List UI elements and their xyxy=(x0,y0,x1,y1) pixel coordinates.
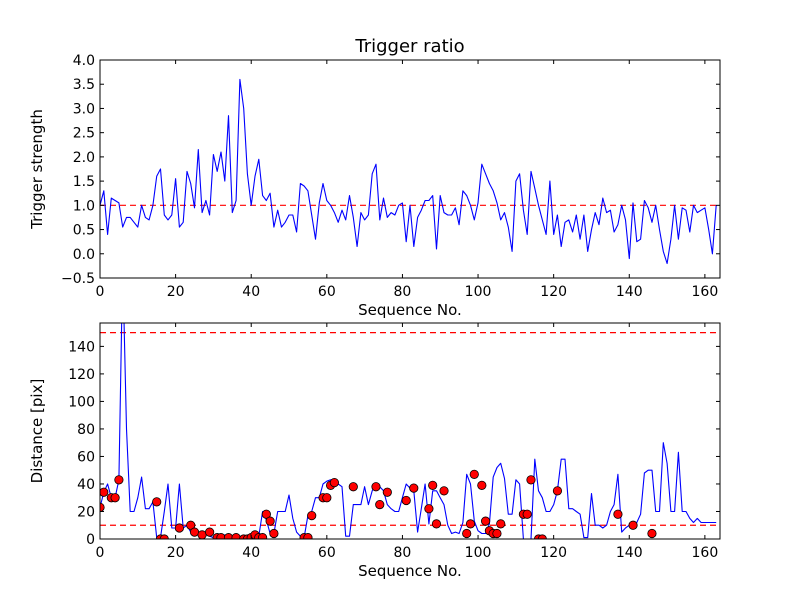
data-point-marker xyxy=(375,500,385,510)
data-point-marker xyxy=(189,527,200,537)
y-tick-label: 3.5 xyxy=(73,77,95,93)
data-point-marker xyxy=(265,516,275,526)
data-point-marker xyxy=(522,509,532,519)
data-point-marker xyxy=(462,528,472,539)
axes-frame xyxy=(99,59,721,279)
data-point-marker xyxy=(329,477,339,488)
plot-area xyxy=(100,323,720,539)
x-tick-label: 60 xyxy=(318,545,336,561)
data-point-marker xyxy=(492,528,502,539)
data-point-marker xyxy=(439,486,449,496)
y-tick-label: 4.0 xyxy=(73,53,95,69)
plot-area xyxy=(100,78,720,265)
y-tick-label: 40 xyxy=(77,477,95,493)
y-tick-label: 60 xyxy=(77,449,95,465)
data-point-marker xyxy=(257,533,268,539)
axes-frame xyxy=(99,322,721,540)
x-axis-label: Sequence No. xyxy=(358,301,462,319)
x-tick-label: 140 xyxy=(616,545,643,561)
x-axis-label: Sequence No. xyxy=(358,562,462,580)
y-tick-label: −0.5 xyxy=(61,271,95,287)
data-point-marker xyxy=(424,504,434,514)
x-tick-label: 100 xyxy=(465,545,492,561)
x-tick-label: 80 xyxy=(394,284,412,300)
y-tick-label: 2.0 xyxy=(73,150,95,166)
x-tick-label: 120 xyxy=(540,284,567,300)
y-tick-label: 100 xyxy=(68,394,95,410)
y-tick-label: 2.5 xyxy=(73,126,95,142)
y-axis-label: Distance [pix] xyxy=(28,379,46,484)
axis-ticks: 0 20 40 60 80 100 120 140 160 0 20 40 60 80 100 120 140 xyxy=(68,323,720,561)
data-point-marker xyxy=(481,516,491,526)
data-point-marker xyxy=(303,533,313,539)
y-tick-label: 1.0 xyxy=(73,198,95,214)
x-tick-label: 60 xyxy=(318,284,336,300)
data-point-marker xyxy=(477,480,487,490)
distance-panel: Distance [pix] Sequence No. 0 20 40 60 80 100… xyxy=(28,322,721,580)
x-tick-label: 160 xyxy=(692,284,719,300)
x-tick-label: 40 xyxy=(242,284,260,300)
data-point-marker xyxy=(307,511,317,521)
x-tick-label: 0 xyxy=(96,545,105,561)
data-point-marker xyxy=(526,475,536,485)
x-tick-label: 120 xyxy=(540,545,567,561)
x-tick-label: 160 xyxy=(692,545,719,561)
chart-title: Trigger ratio xyxy=(354,36,464,57)
data-point-marker xyxy=(428,480,438,490)
x-tick-label: 20 xyxy=(167,284,185,300)
y-tick-label: 20 xyxy=(77,504,95,520)
data-point-marker xyxy=(100,487,109,497)
data-point-marker xyxy=(647,528,657,539)
data-point-marker xyxy=(431,519,442,529)
data-point-marker xyxy=(628,520,638,530)
data-point-marker xyxy=(382,487,392,497)
y-tick-label: 80 xyxy=(77,422,95,438)
data-point-marker xyxy=(186,520,196,530)
axis-ticks: 0 20 40 60 80 100 120 140 160 −0.5 0.0 0.5 1.0 1.5 2.0… xyxy=(61,53,720,300)
data-point-marker xyxy=(401,495,411,506)
y-tick-label: 0.0 xyxy=(73,247,95,263)
data-point-marker xyxy=(371,482,381,492)
y-tick-label: 1.5 xyxy=(73,174,95,190)
data-point-marker xyxy=(322,493,332,503)
y-tick-label: 0.5 xyxy=(73,223,95,239)
data-point-marker xyxy=(114,475,124,485)
data-point-marker xyxy=(469,469,479,479)
x-tick-label: 140 xyxy=(616,284,643,300)
data-point-marker xyxy=(152,497,162,507)
data-point-marker xyxy=(613,509,623,519)
y-tick-label: 0 xyxy=(86,532,95,548)
data-point-marker xyxy=(552,486,563,496)
data-point-marker xyxy=(205,527,215,537)
data-point-marker xyxy=(465,519,476,529)
data-point-marker xyxy=(348,482,358,492)
y-axis-label: Trigger strength xyxy=(28,109,46,230)
x-tick-label: 80 xyxy=(394,545,412,561)
x-tick-label: 0 xyxy=(96,284,105,300)
x-tick-label: 100 xyxy=(465,284,492,300)
trigger-ratio-panel: Trigger ratio Trigger strength Sequence … xyxy=(28,36,721,319)
data-point-marker xyxy=(496,519,506,529)
y-tick-label: 120 xyxy=(68,367,95,383)
x-tick-label: 40 xyxy=(242,545,260,561)
x-tick-label: 20 xyxy=(167,545,185,561)
y-tick-label: 3.0 xyxy=(73,101,95,117)
y-tick-label: 140 xyxy=(68,339,95,355)
data-point-marker xyxy=(269,528,279,539)
data-point-marker xyxy=(110,493,120,503)
data-point-marker xyxy=(197,530,207,539)
series-line xyxy=(100,78,717,265)
data-point-marker xyxy=(409,483,419,493)
data-point-marker xyxy=(174,523,184,533)
data-point-marker xyxy=(261,509,271,519)
